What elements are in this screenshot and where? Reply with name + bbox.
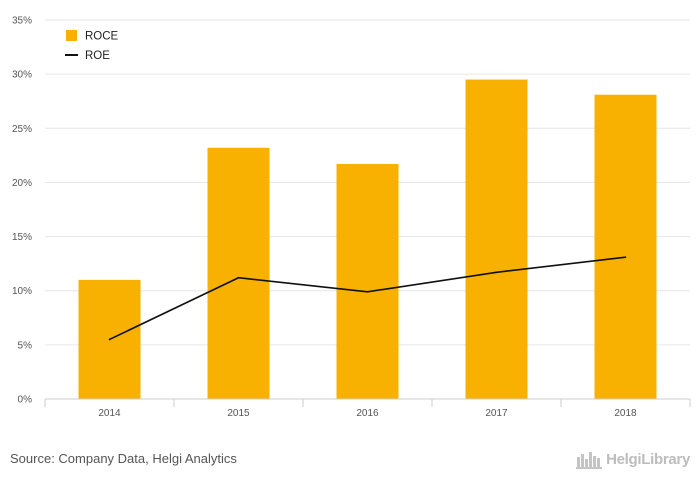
roe-point [237,276,240,279]
legend: ROCE ROE [65,30,119,62]
roce-bar [594,94,657,400]
roe-point [366,290,369,293]
chart-svg: 0%5%10%15%20%25%30%35% 2014 2015 2016 2017 2… [12,16,691,419]
legend-swatch-roce [66,30,77,41]
legend-label-roce: ROCE [85,31,119,43]
roe-line-series [108,256,627,341]
brand-logo: HelgiLibrary [576,448,690,470]
y-tick-label: 25% [12,124,32,135]
y-tick-label: 35% [12,16,32,27]
x-tick-label: 2015 [227,408,250,419]
brand-name: HelgiLibrary [606,450,690,468]
x-tick-label: 2016 [356,408,379,419]
y-axis-tick-labels: 0% 5% 10% 15% 20% 25% 30% 35% [12,16,32,406]
roce-bar [207,147,270,399]
roce-bars [78,79,657,400]
y-tick-label: 5% [18,340,33,351]
source-note: Source: Company Data, Helgi Analytics [10,451,237,466]
y-tick-label: 0% [18,395,33,406]
x-tick-label: 2018 [614,408,637,419]
roce-bar [336,164,399,399]
y-tick-label: 30% [12,70,32,81]
x-tick-label: 2014 [98,408,121,419]
helgi-library-logo-icon [576,452,603,469]
y-tick-label: 20% [12,178,32,189]
x-axis: 2014 2015 2016 2017 2018 [44,398,691,419]
roce-bar [465,79,528,400]
roe-point [108,338,111,341]
legend-label-roe: ROE [85,50,110,62]
x-tick-label: 2017 [485,408,508,419]
y-tick-label: 10% [12,286,32,297]
roe-point [495,271,498,274]
roe-point [624,256,627,258]
chart-footer: Source: Company Data, Helgi Analytics He… [0,438,700,483]
y-tick-label: 15% [12,232,32,243]
